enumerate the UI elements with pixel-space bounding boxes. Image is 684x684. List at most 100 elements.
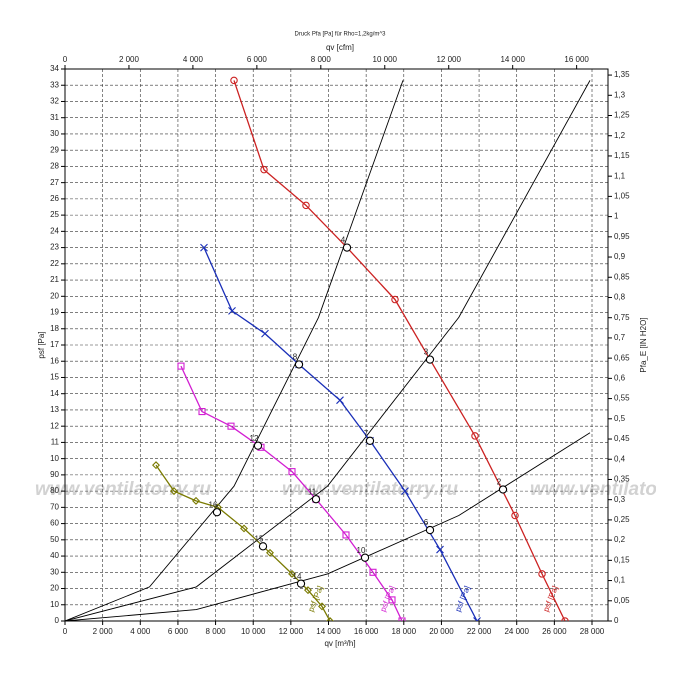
x-tick-label: 2 000 xyxy=(93,627,114,636)
point-label: 11 xyxy=(308,487,317,496)
y-tick-label: 27 xyxy=(50,178,59,187)
y2-tick-label: 0,25 xyxy=(614,515,630,524)
fan-curve xyxy=(203,247,478,621)
point-label: 12 xyxy=(250,434,259,443)
y2-tick-label: 0,8 xyxy=(614,293,626,302)
y-tick-label: 33 xyxy=(50,80,59,89)
marker xyxy=(561,617,569,621)
operating-point xyxy=(498,485,508,494)
marker xyxy=(304,586,312,595)
y2-tick-label: 0,55 xyxy=(614,394,630,403)
marker xyxy=(228,307,236,315)
marker xyxy=(288,569,296,578)
y2-tick-label: 0,75 xyxy=(614,313,630,322)
point-label: 2 xyxy=(497,478,502,487)
y2-tick-label: 0,35 xyxy=(614,475,630,484)
x-tick-label: 18 000 xyxy=(392,627,417,636)
x2-tick-label: 14 000 xyxy=(500,55,525,64)
x-tick-label: 22 000 xyxy=(467,627,492,636)
y-tick-label: 17 xyxy=(50,340,59,349)
y-tick-label: 28 xyxy=(50,162,59,171)
y2-tick-label: 0,4 xyxy=(614,454,626,463)
y2-tick-label: 1,05 xyxy=(614,191,630,200)
system-curve xyxy=(65,80,591,621)
watermark-group: www.ventilatorry.ru www.ventilatorry.ru ww… xyxy=(35,479,656,500)
y-tick-label: 18 xyxy=(50,324,59,333)
operating-point xyxy=(425,355,435,364)
curve-label: psf [Pa] xyxy=(453,585,472,614)
point-label: 7 xyxy=(364,429,369,438)
marker xyxy=(342,531,350,539)
y-tick-label: 30 xyxy=(50,129,59,138)
x-tick-label: 28 000 xyxy=(580,627,605,636)
x2-tick-label: 2 000 xyxy=(119,55,140,64)
watermark: www.ventilatorry.ru xyxy=(35,479,211,500)
x-tick-label: 24 000 xyxy=(504,627,529,636)
y-tick-label: 10 xyxy=(50,454,59,463)
fan-curve xyxy=(233,80,566,621)
operating-point xyxy=(311,495,321,504)
y-tick-label: 20 xyxy=(50,584,59,593)
marker xyxy=(177,362,185,370)
y-tick-label: 21 xyxy=(50,275,59,284)
x2-tick-label: 4 000 xyxy=(183,55,204,64)
y2-tick-label: 0,2 xyxy=(614,535,626,544)
y-tick-label: 34 xyxy=(50,64,59,73)
marker xyxy=(288,468,296,476)
marker xyxy=(260,165,268,174)
x2-tick-label: 12 000 xyxy=(436,55,461,64)
curve-label: psf [Pa] xyxy=(541,585,560,614)
y-tick-label: 26 xyxy=(50,194,59,203)
y-tick-label: 32 xyxy=(50,97,59,106)
x2-tick-label: 6 000 xyxy=(247,55,268,64)
y2-tick-label: 0,85 xyxy=(614,272,630,281)
operating-point xyxy=(212,508,222,517)
y2-tick-label: 0,1 xyxy=(614,576,626,585)
chart-title: Druck Pfa [Pa] für Rho=1,2kg/m^3 xyxy=(294,32,386,38)
marker xyxy=(369,568,377,576)
marker xyxy=(170,487,178,496)
x-axis-title: qv [m³/h] xyxy=(324,639,355,648)
y-tick-label: 90 xyxy=(50,470,59,479)
y-tick-label: 70 xyxy=(50,502,59,511)
y2-tick-label: 1,25 xyxy=(614,111,630,120)
operating-point xyxy=(294,360,304,369)
y2-tick-label: 0,9 xyxy=(614,252,626,261)
y2-tick-label: 1 xyxy=(614,212,619,221)
marker xyxy=(152,461,160,470)
x2-tick-label: 0 xyxy=(63,55,68,64)
y-tick-label: 22 xyxy=(50,259,59,268)
y2-tick-label: 1,1 xyxy=(614,171,626,180)
marker xyxy=(336,396,344,405)
marker xyxy=(200,243,208,252)
y-tick-label: 80 xyxy=(50,486,59,495)
marker xyxy=(227,422,235,430)
fan-curve xyxy=(180,365,403,621)
y-tick-label: 31 xyxy=(50,113,59,122)
marker xyxy=(230,76,238,85)
y2-tick-label: 0,65 xyxy=(614,353,630,362)
marker xyxy=(538,570,546,578)
x-tick-label: 20 000 xyxy=(429,627,454,636)
curve-label: psf [Pa] xyxy=(378,585,397,614)
marker xyxy=(511,511,519,520)
y2-tick-label: 0,6 xyxy=(614,373,626,382)
y-tick-label: 15 xyxy=(50,373,59,382)
y-tick-label: 19 xyxy=(50,308,59,317)
marker xyxy=(240,524,248,533)
marker xyxy=(198,408,206,416)
y-tick-label: 30 xyxy=(50,567,59,576)
x2-tick-label: 8 000 xyxy=(311,55,332,64)
y-tick-label: 40 xyxy=(50,551,59,560)
y-tick-label: 60 xyxy=(50,519,59,528)
y2-tick-label: 0,95 xyxy=(614,232,630,241)
x-tick-label: 10 000 xyxy=(241,627,266,636)
marker xyxy=(318,602,326,611)
x2-tick-label: 16 000 xyxy=(564,55,589,64)
marker xyxy=(398,617,406,621)
point-label: 4 xyxy=(341,236,346,245)
point-label: 3 xyxy=(424,348,429,357)
marker xyxy=(266,548,274,557)
system-curve xyxy=(65,432,591,621)
marker xyxy=(326,617,334,621)
